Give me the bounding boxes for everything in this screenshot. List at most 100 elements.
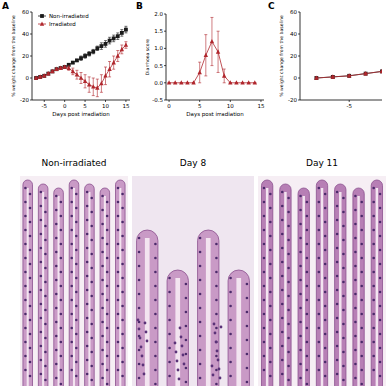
nucleus	[138, 279, 141, 282]
nucleus	[139, 337, 142, 340]
nucleus	[217, 359, 220, 362]
nucleus	[75, 235, 78, 238]
villus	[38, 184, 48, 386]
nucleus	[306, 369, 309, 372]
nucleus	[70, 355, 73, 358]
nucleus	[90, 253, 93, 256]
error-bar	[124, 42, 127, 49]
data-point	[363, 71, 367, 75]
error-bar	[223, 69, 226, 83]
y-tick-label: 40	[290, 31, 297, 37]
nucleus	[75, 361, 78, 364]
data-point	[58, 66, 62, 70]
nucleus	[137, 319, 140, 322]
nucleus	[215, 341, 218, 344]
image-background	[20, 176, 128, 386]
nucleus	[121, 347, 124, 350]
nucleus	[287, 323, 290, 326]
error-cap	[67, 70, 70, 71]
error-cap	[108, 37, 111, 38]
nucleus	[269, 263, 272, 266]
nucleus	[246, 339, 249, 342]
nucleus	[101, 335, 104, 338]
nucleus	[246, 297, 249, 300]
nucleus	[318, 299, 321, 302]
nucleus	[154, 327, 157, 330]
data-point	[185, 80, 189, 84]
y-tick-label: 0	[26, 75, 30, 81]
nucleus	[121, 207, 124, 210]
nucleus	[101, 251, 104, 254]
nucleus	[215, 327, 218, 330]
nucleus	[154, 257, 157, 260]
y-tick	[30, 100, 32, 101]
nucleus	[145, 331, 148, 334]
error-cap	[84, 74, 87, 75]
error-cap	[120, 45, 123, 46]
nucleus	[106, 229, 109, 232]
y-tick	[298, 34, 300, 35]
chart-panel: B-0.50.00.51.01.52.0051015Days post irra…	[136, 1, 265, 118]
nucleus	[229, 305, 232, 308]
nucleus	[40, 247, 43, 250]
error-bar	[92, 49, 95, 53]
error-bar	[84, 75, 87, 88]
nucleus	[168, 291, 171, 294]
nucleus	[269, 333, 272, 336]
nucleus	[354, 307, 357, 310]
nucleus	[29, 277, 32, 280]
nucleus	[246, 283, 249, 286]
error-cap	[96, 79, 99, 80]
nucleus	[168, 305, 171, 308]
villus	[116, 180, 126, 386]
nucleus	[342, 253, 345, 256]
nucleus	[185, 367, 188, 370]
y-tick	[298, 100, 300, 101]
nucleus	[55, 265, 58, 268]
nucleus	[281, 331, 284, 334]
nucleus	[44, 225, 47, 228]
villus	[54, 188, 64, 386]
nucleus	[70, 271, 73, 274]
x-tick	[64, 100, 65, 102]
nucleus	[263, 355, 266, 358]
error-cap	[92, 78, 95, 79]
nucleus	[29, 333, 32, 336]
villus	[353, 188, 364, 386]
nucleus	[70, 243, 73, 246]
nucleus	[55, 377, 58, 380]
nucleus	[106, 271, 109, 274]
error-bar	[71, 68, 74, 75]
nucleus	[360, 369, 363, 372]
y-tick	[164, 100, 166, 101]
nucleus	[287, 379, 290, 382]
x-tick-label: -5	[346, 103, 352, 109]
nucleus	[342, 225, 345, 228]
data-point	[46, 72, 50, 76]
nucleus	[306, 271, 309, 274]
nucleus	[44, 197, 47, 200]
nucleus	[117, 369, 120, 372]
error-cap	[71, 74, 74, 75]
nucleus	[70, 369, 73, 372]
error-cap	[104, 47, 107, 48]
x-axis-label: Days post irradiation	[186, 111, 244, 118]
nucleus	[29, 291, 32, 294]
nucleus	[154, 369, 157, 372]
data-point	[124, 42, 128, 46]
nucleus	[101, 209, 104, 212]
nucleus	[44, 351, 47, 354]
nucleus	[306, 341, 309, 344]
nucleus	[168, 347, 171, 350]
villus	[69, 180, 79, 386]
y-tick-label: 20	[22, 53, 29, 59]
nucleus	[24, 299, 27, 302]
nucleus	[183, 363, 186, 366]
nucleus	[185, 381, 188, 384]
x-tick-label: 0	[167, 103, 171, 109]
nucleus	[55, 321, 58, 324]
error-bar	[204, 35, 207, 76]
nucleus	[360, 355, 363, 358]
error-cap	[120, 53, 123, 54]
legend-label: Irradiated	[49, 21, 76, 27]
